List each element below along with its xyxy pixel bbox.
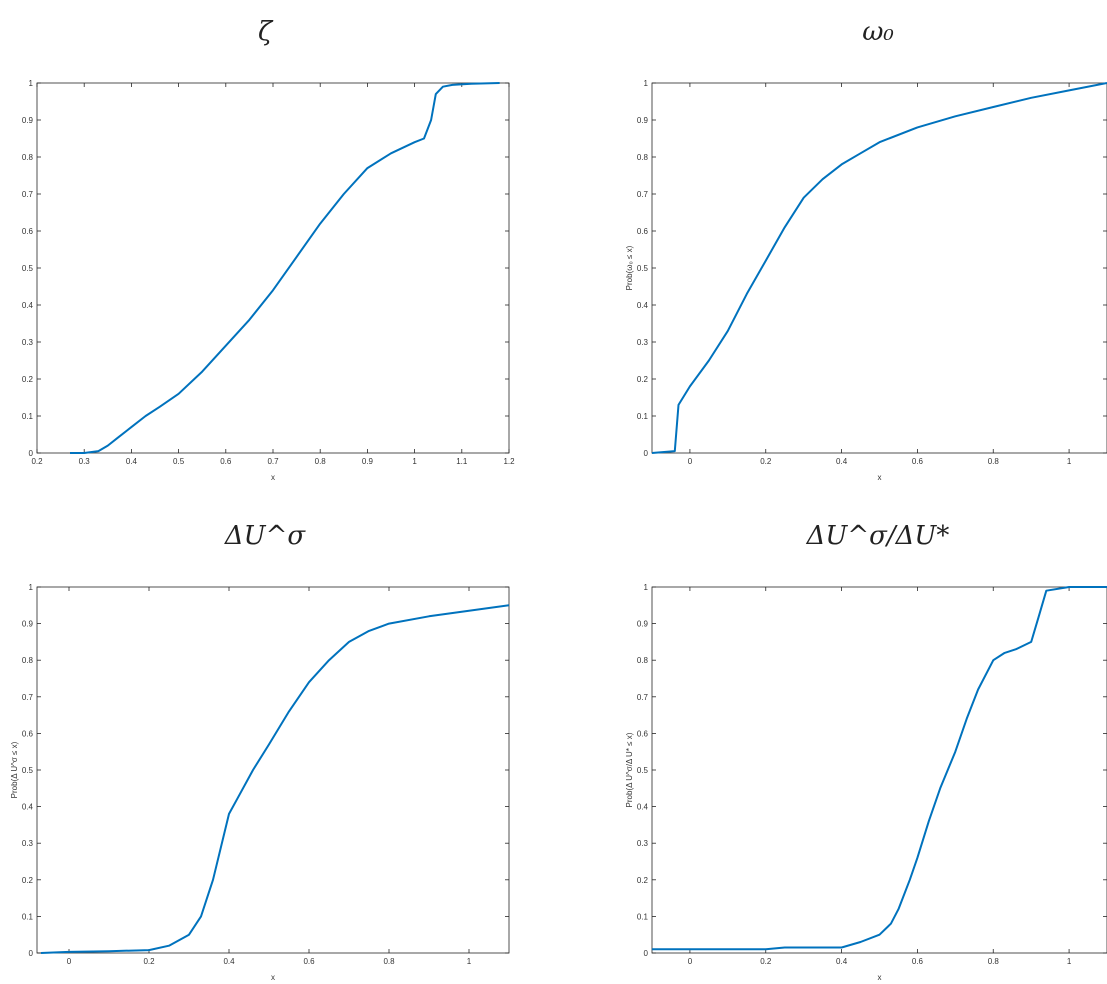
chart-title: ΔU^σ/ΔU* <box>806 521 950 551</box>
x-tick-label: 0.8 <box>383 957 395 966</box>
x-tick-label: 0.4 <box>836 957 848 966</box>
y-tick-label: 0.2 <box>22 876 34 885</box>
x-tick-label: 1 <box>1067 957 1072 966</box>
x-tick-label: 0.6 <box>912 957 924 966</box>
y-tick-label: 0.2 <box>637 375 649 384</box>
x-tick-label: 0.4 <box>836 457 848 466</box>
y-tick-label: 0.3 <box>22 839 34 848</box>
y-tick-label: 0.7 <box>637 190 649 199</box>
x-tick-label: 1.2 <box>503 457 515 466</box>
chart-title: ω₀ <box>862 17 894 47</box>
y-tick-label: 0.1 <box>22 912 34 921</box>
y-tick-label: 0.9 <box>637 620 649 629</box>
y-tick-label: 0.8 <box>22 656 34 665</box>
y-tick-label: 0.4 <box>637 803 649 812</box>
y-tick-label: 1 <box>644 79 649 88</box>
chart-title: ζ <box>258 17 274 47</box>
x-axis-label: x <box>271 473 275 482</box>
x-tick-label: 1 <box>412 457 417 466</box>
y-tick-label: 0.2 <box>22 375 34 384</box>
y-tick-label: 0.5 <box>637 766 649 775</box>
x-axis-label: x <box>878 473 882 482</box>
y-tick-label: 0.9 <box>637 116 649 125</box>
chart-panel-omega0: ω₀ 0 0.2 0.4 0.6 0.8 1 0 0.1 0.2 0.3 0.4 0.5 0.6 0.7 0.… <box>625 17 1107 482</box>
x-tick-label: 0.5 <box>173 457 185 466</box>
y-tick-label: 0.8 <box>22 153 34 162</box>
x-tick-label: 0 <box>67 957 72 966</box>
y-tick-label: 0.3 <box>637 338 649 347</box>
x-tick-label: 1 <box>467 957 472 966</box>
y-tick-label: 0.4 <box>22 301 34 310</box>
x-tick-label: 1.1 <box>456 457 468 466</box>
y-tick-label: 0.1 <box>22 412 34 421</box>
y-tick-label: 0.1 <box>637 912 649 921</box>
x-tick-label: 0.6 <box>303 957 315 966</box>
y-tick-label: 0 <box>29 949 34 958</box>
x-tick-label: 0.3 <box>79 457 91 466</box>
x-tick-label: 0.2 <box>760 457 772 466</box>
y-tick-label: 0 <box>644 949 649 958</box>
y-tick-label: 0.5 <box>22 264 34 273</box>
y-tick-label: 0.7 <box>22 693 34 702</box>
y-tick-label: 1 <box>644 583 649 592</box>
x-tick-label: 0.2 <box>143 957 155 966</box>
y-tick-label: 0.7 <box>22 190 34 199</box>
y-tick-label: 0.2 <box>637 876 649 885</box>
y-tick-label: 0.4 <box>22 803 34 812</box>
chart-title: ΔU^σ <box>224 521 306 551</box>
x-tick-label: 1 <box>1067 457 1072 466</box>
x-tick-label: 0.2 <box>31 457 43 466</box>
cdf-series-line <box>652 586 1107 951</box>
chart-panel-delta-u-ratio: ΔU^σ/ΔU* 0 0.2 0.4 0.6 0.8 1 0 0.1 0.2 0.3 0.4 0.5 0.… <box>625 521 1107 982</box>
cdf-series-line <box>70 82 500 454</box>
x-axis-label: x <box>878 973 882 982</box>
y-tick-label: 0.6 <box>637 729 649 738</box>
x-tick-label: 0 <box>688 957 693 966</box>
y-tick-label: 0.3 <box>22 338 34 347</box>
y-tick-label: 0.6 <box>637 227 649 236</box>
y-tick-label: 0 <box>644 449 649 458</box>
x-tick-label: 0.2 <box>760 957 772 966</box>
y-tick-label: 0.3 <box>637 839 649 848</box>
y-tick-label: 0.1 <box>637 412 649 421</box>
y-axis-label: Prob(Δ U^σ/Δ U* ≤ x) <box>625 732 634 807</box>
y-tick-label: 1 <box>29 583 34 592</box>
y-tick-label: 0.8 <box>637 153 649 162</box>
y-tick-label: 0.5 <box>22 766 34 775</box>
chart-panel-delta-u-sigma: ΔU^σ 0 0.2 0.4 0.6 0.8 1 0 0.1 0.2 0.3 0.4 0.5 0.6 0.7… <box>10 521 510 982</box>
y-tick-label: 1 <box>29 79 34 88</box>
x-tick-label: 0.6 <box>912 457 924 466</box>
x-tick-label: 0 <box>688 457 693 466</box>
y-axis-label: Prob(Δ U^σ ≤ x) <box>10 741 19 798</box>
y-tick-label: 0.5 <box>637 264 649 273</box>
x-tick-label: 0.4 <box>223 957 235 966</box>
cdf-series-line <box>651 82 1107 454</box>
y-tick-label: 0.4 <box>637 301 649 310</box>
y-tick-label: 0.6 <box>22 729 34 738</box>
y-axis-label: Prob(ω₀ ≤ x) <box>625 245 634 290</box>
y-tick-label: 0.7 <box>637 693 649 702</box>
x-tick-label: 0.6 <box>220 457 232 466</box>
y-tick-label: 0.8 <box>637 656 649 665</box>
y-tick-label: 0.6 <box>22 227 34 236</box>
x-tick-label: 0.7 <box>267 457 279 466</box>
y-tick-label: 0.9 <box>22 116 34 125</box>
y-tick-label: 0 <box>29 449 34 458</box>
y-tick-label: 0.9 <box>22 620 34 629</box>
x-tick-label: 0.4 <box>126 457 138 466</box>
cdf-series-line <box>40 604 510 954</box>
x-tick-label: 0.9 <box>362 457 374 466</box>
x-axis-label: x <box>271 973 275 982</box>
x-tick-label: 0.8 <box>315 457 327 466</box>
chart-panel-zeta: ζ 0.2 0.3 0.4 0.5 0.6 0.7 0.8 0.9 1 1.1 1.2 0 0.1 0.2 0… <box>22 17 515 482</box>
x-tick-label: 0.8 <box>988 957 1000 966</box>
x-tick-label: 0.8 <box>988 457 1000 466</box>
